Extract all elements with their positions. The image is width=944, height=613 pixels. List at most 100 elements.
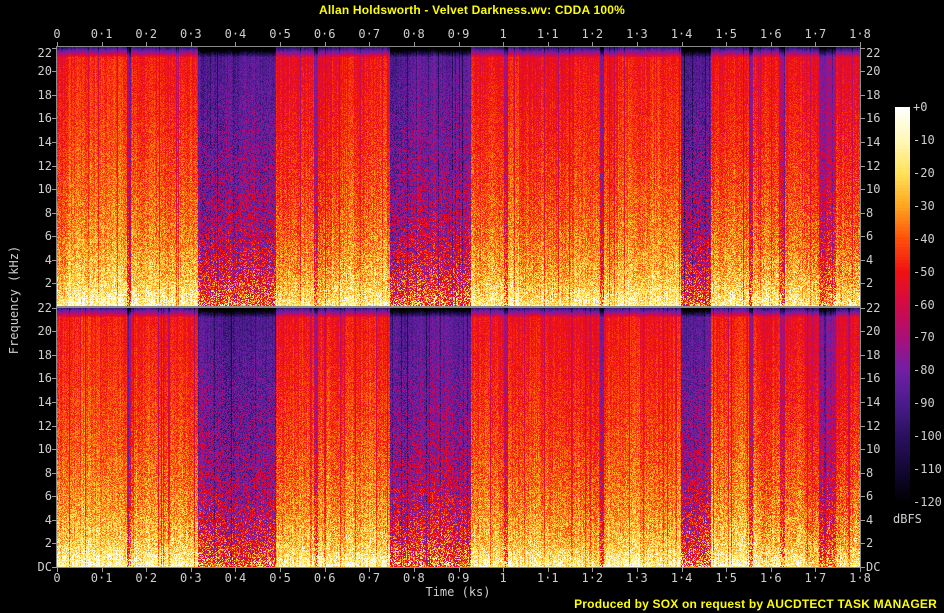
time-tick-label-bottom: 1·1 xyxy=(536,571,559,585)
freq-tick-label-right: 12 xyxy=(866,158,881,173)
time-tick-label-top: 0·9 xyxy=(447,27,470,41)
colorbar-tick-label: -30 xyxy=(913,198,935,213)
freq-tick-label-right: 10 xyxy=(866,182,881,197)
time-tick-label-top: 0·1 xyxy=(90,27,113,41)
time-tick-label-top: 0·8 xyxy=(403,27,425,41)
freq-tick-label-right: 4 xyxy=(866,252,874,267)
freq-tick-label-left: 12 xyxy=(37,158,52,173)
time-tick-label-top: 1·7 xyxy=(804,27,827,41)
freq-tick-label-right: 4 xyxy=(866,512,874,527)
credit-line: Produced by SOX on request by AUCDTECT T… xyxy=(574,597,937,611)
freq-tick-label-left: 20 xyxy=(37,324,52,339)
freq-tick-label-left: 14 xyxy=(37,134,52,149)
time-tick-label-top: 0 xyxy=(53,27,61,41)
time-tick-label-bottom: 0·7 xyxy=(358,571,381,585)
freq-tick-label-right: 16 xyxy=(866,111,881,126)
time-tick-label-bottom: 1·4 xyxy=(670,571,693,585)
freq-tick-label-right: 10 xyxy=(866,442,881,457)
time-tick-label-bottom: 0 xyxy=(53,571,61,585)
time-tick-label-bottom: 1·8 xyxy=(849,571,871,585)
time-tick-label-bottom: 0·2 xyxy=(135,571,158,585)
time-tick-label-bottom: 1·6 xyxy=(759,571,782,585)
freq-tick-label-left: 20 xyxy=(37,64,52,79)
time-tick-label-top: 1·1 xyxy=(536,27,559,41)
freq-tick-label-right: 20 xyxy=(866,324,881,339)
freq-tick-label-right: 2 xyxy=(866,536,874,551)
freq-tick-label-left: 10 xyxy=(37,182,52,197)
freq-tick-label-left: 22 xyxy=(37,46,52,60)
freq-tick-label-left: 2 xyxy=(44,276,52,291)
freq-tick-label-left: 6 xyxy=(44,489,52,504)
freq-tick-label-right: 12 xyxy=(866,418,881,433)
freq-tick-label-right: 14 xyxy=(866,134,881,149)
time-tick-label-bottom: 0·3 xyxy=(179,571,202,585)
freq-tick-label-left: 8 xyxy=(44,465,52,480)
colorbar-tick-label: -110 xyxy=(913,462,942,477)
time-tick-label-bottom: 0·8 xyxy=(403,571,425,585)
freq-tick-label-right: 6 xyxy=(866,489,874,504)
time-tick-label-bottom: 1·3 xyxy=(626,571,648,585)
time-tick-label-top: 1·3 xyxy=(626,27,648,41)
figure-title: Allan Holdsworth - Velvet Darkness.wv: C… xyxy=(319,3,625,17)
time-tick-label-top: 0·6 xyxy=(313,27,336,41)
time-tick-label-top: 0·5 xyxy=(269,27,291,41)
freq-tick-label-left: 14 xyxy=(37,394,52,409)
freq-tick-label-left: DC xyxy=(37,560,52,574)
freq-tick-label-left: 18 xyxy=(37,347,52,362)
freq-tick-label-right: 18 xyxy=(866,87,881,102)
frequency-axis-title: Frequency (kHz) xyxy=(7,245,21,355)
time-tick-label-bottom: 0·6 xyxy=(313,571,336,585)
colorbar-title: dBFS xyxy=(893,512,922,526)
time-tick-label-top: 1·4 xyxy=(670,27,693,41)
freq-tick-label-left: 16 xyxy=(37,111,52,126)
freq-tick-label-left: 4 xyxy=(44,512,52,527)
freq-tick-label-left: 4 xyxy=(44,252,52,267)
colorbar-tick-label: -80 xyxy=(913,363,935,378)
freq-tick-label-left: 22 xyxy=(37,300,52,315)
colorbar-tick-label: -60 xyxy=(913,297,935,312)
time-tick-label-bottom: 0·9 xyxy=(447,571,470,585)
freq-tick-label-right: 2 xyxy=(866,276,874,291)
freq-tick-label-right: 22 xyxy=(866,46,881,60)
colorbar-tick-label: -10 xyxy=(913,132,935,147)
freq-tick-label-right: 14 xyxy=(866,394,881,409)
time-tick-label-bottom: 1 xyxy=(499,571,507,585)
colorbar-tick-label: +0 xyxy=(913,100,928,114)
freq-tick-label-right: 6 xyxy=(866,229,874,244)
time-tick-label-bottom: 1·5 xyxy=(715,571,737,585)
colorbar-tick-label: -70 xyxy=(913,330,935,345)
freq-tick-label-right: 20 xyxy=(866,64,881,79)
time-tick-label-bottom: 0·1 xyxy=(90,571,113,585)
time-tick-label-top: 1·6 xyxy=(759,27,782,41)
freq-tick-label-right: 16 xyxy=(866,371,881,386)
time-tick-label-top: 0·2 xyxy=(135,27,158,41)
freq-tick-label-left: 10 xyxy=(37,442,52,457)
freq-tick-label-left: 18 xyxy=(37,87,52,102)
colorbar-gradient xyxy=(895,107,910,502)
colorbar-tick-label: -120 xyxy=(913,495,942,509)
freq-tick-label-left: 6 xyxy=(44,229,52,244)
freq-tick-label-left: 12 xyxy=(37,418,52,433)
colorbar-tick-label: -20 xyxy=(913,165,935,180)
time-tick-label-top: 1·8 xyxy=(849,27,871,41)
freq-tick-label-left: 16 xyxy=(37,371,52,386)
colorbar-tick-label: -40 xyxy=(913,231,935,246)
time-tick-label-bottom: 1·2 xyxy=(581,571,604,585)
freq-tick-label-right: 22 xyxy=(866,300,881,315)
time-tick-label-bottom: 0·5 xyxy=(269,571,291,585)
freq-tick-label-left: 2 xyxy=(44,536,52,551)
freq-tick-label-right: 8 xyxy=(866,465,874,480)
colorbar-tick-label: -50 xyxy=(913,264,935,279)
spectrogram-canvas xyxy=(57,47,860,567)
freq-tick-label-right: DC xyxy=(866,560,881,574)
time-tick-label-bottom: 1·7 xyxy=(804,571,827,585)
freq-tick-label-right: 8 xyxy=(866,205,874,220)
time-tick-label-top: 0·4 xyxy=(224,27,247,41)
time-tick-label-top: 1 xyxy=(499,27,507,41)
time-tick-label-top: 0·7 xyxy=(358,27,381,41)
time-tick-label-top: 1·2 xyxy=(581,27,604,41)
colorbar-tick-label: -90 xyxy=(913,396,935,411)
freq-tick-label-left: 8 xyxy=(44,205,52,220)
time-tick-label-top: 1·5 xyxy=(715,27,737,41)
